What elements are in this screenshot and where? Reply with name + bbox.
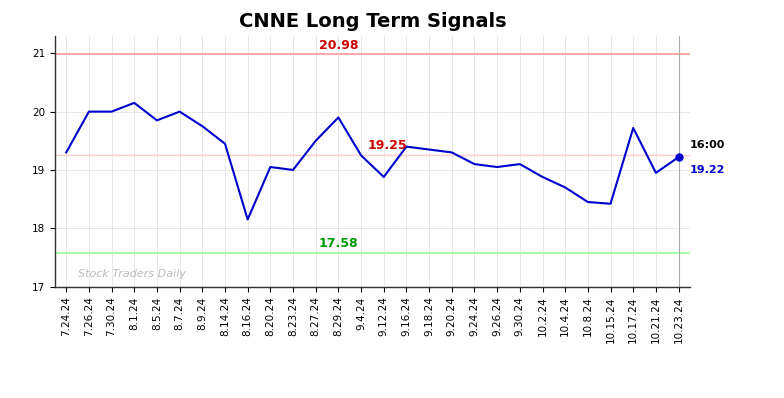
Text: 19.22: 19.22 bbox=[690, 165, 725, 175]
Text: Stock Traders Daily: Stock Traders Daily bbox=[78, 269, 186, 279]
Title: CNNE Long Term Signals: CNNE Long Term Signals bbox=[238, 12, 506, 31]
Text: 19.25: 19.25 bbox=[368, 139, 408, 152]
Text: 20.98: 20.98 bbox=[318, 39, 358, 52]
Text: 16:00: 16:00 bbox=[690, 140, 725, 150]
Text: 17.58: 17.58 bbox=[318, 237, 358, 250]
